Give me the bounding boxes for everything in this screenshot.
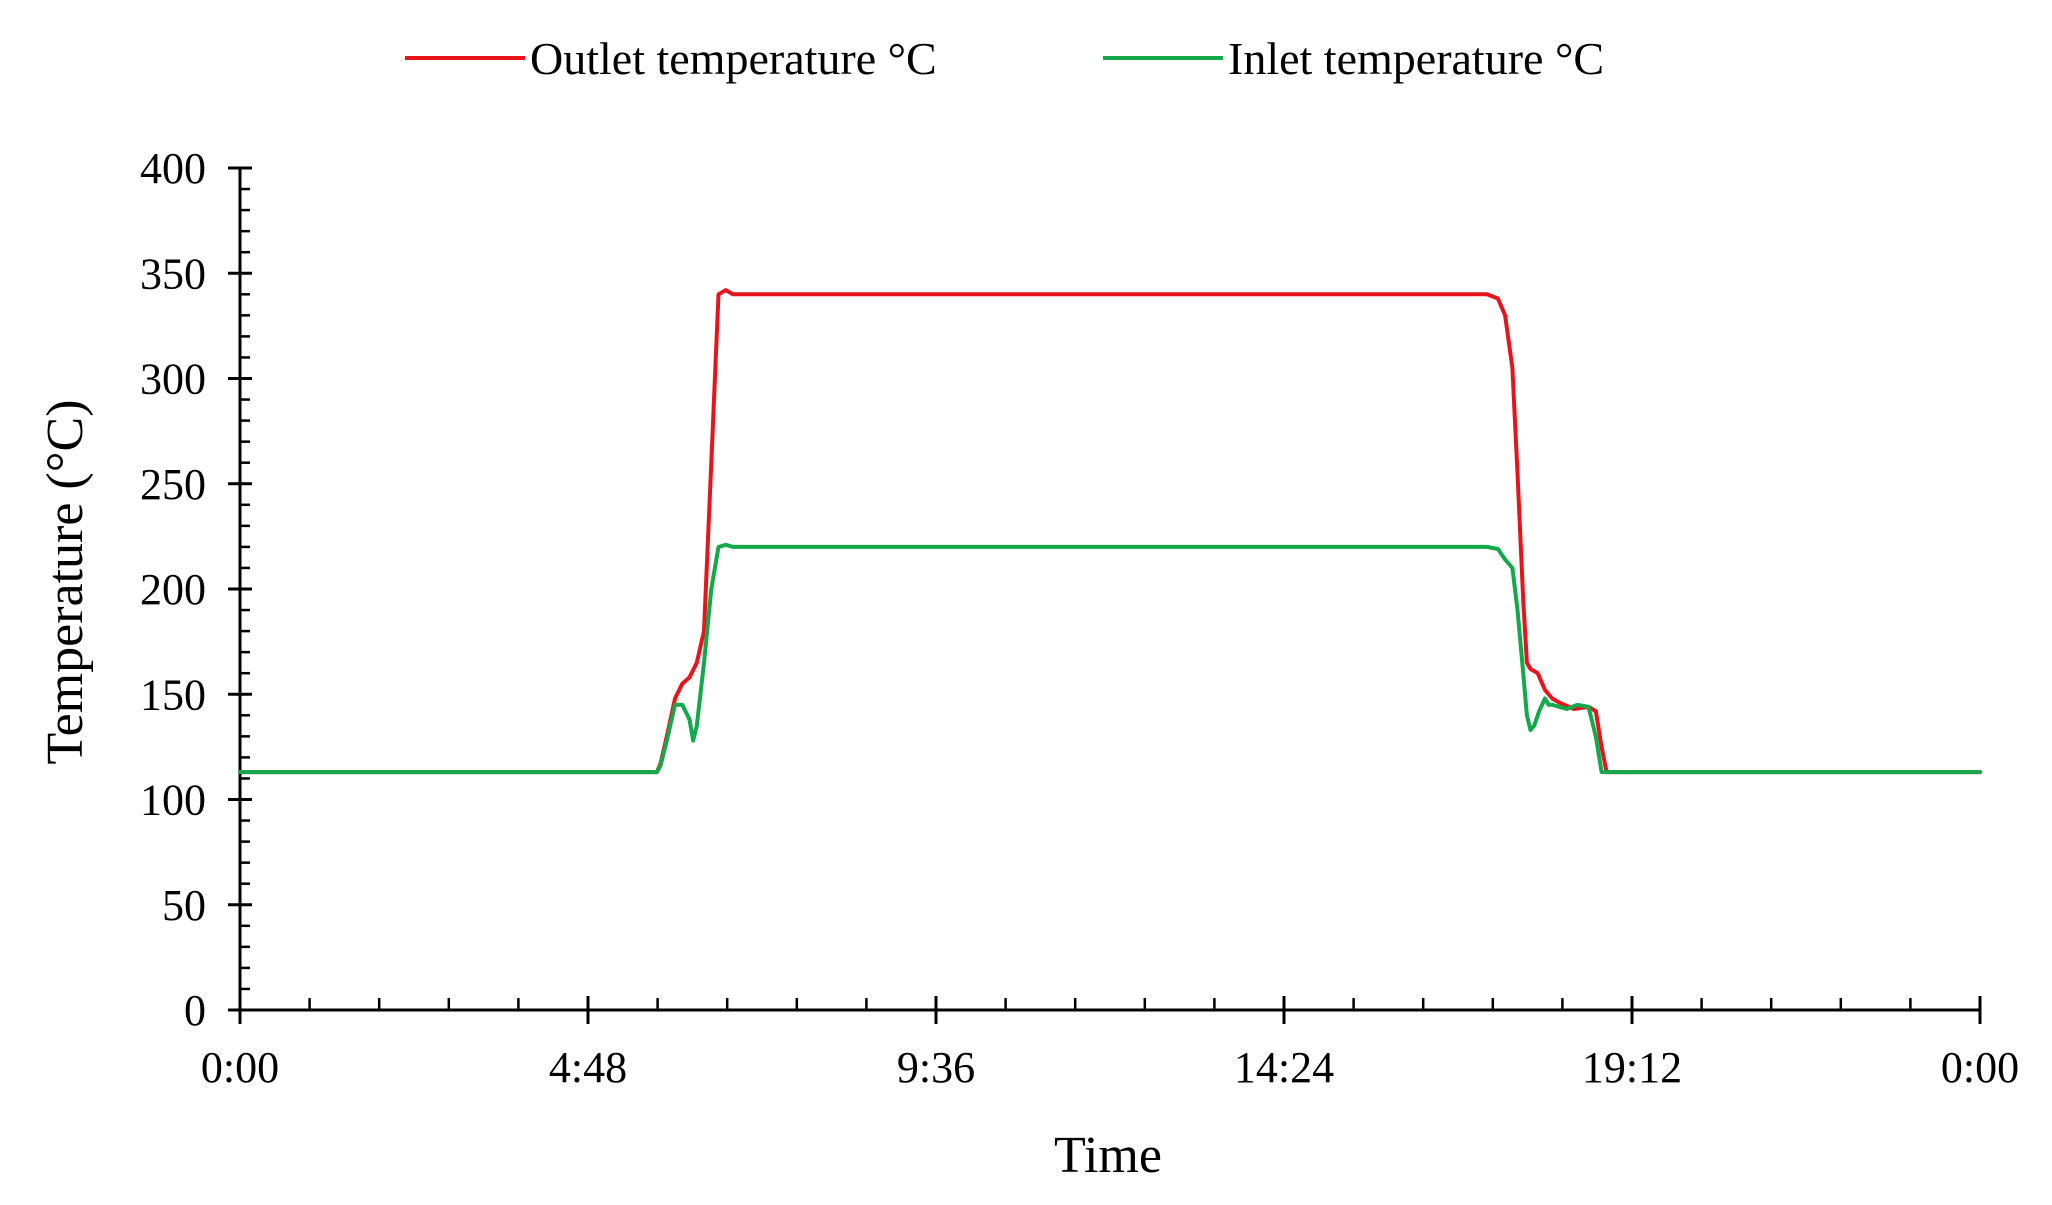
x-tick-label: 0:00	[1941, 1043, 2019, 1092]
legend-label-outlet: Outlet temperature °C	[530, 33, 937, 84]
legend-label-inlet: Inlet temperature °C	[1228, 33, 1604, 84]
plot-area: 0 50 100 150 200 250 300 350 400 0:00 4:48 9:36 14:…	[140, 144, 2019, 1092]
x-axis-title: Time	[1054, 1127, 1162, 1184]
series-line-inlet	[238, 542, 1982, 775]
y-tick-label: 350	[140, 249, 206, 298]
x-tick-label: 14:24	[1234, 1043, 1334, 1092]
y-tick-label: 100	[140, 776, 206, 825]
y-tick-label: 300	[140, 355, 206, 404]
series-layer	[238, 288, 1982, 775]
x-tick-label: 19:12	[1582, 1043, 1682, 1092]
y-tick-label: 150	[140, 670, 206, 719]
y-tick-label: 400	[140, 144, 206, 193]
y-tick-label: 50	[162, 881, 206, 930]
y-axis-title: Temperature (°C)	[37, 399, 94, 764]
x-tick-label: 0:00	[201, 1043, 279, 1092]
y-tick-label: 0	[184, 986, 206, 1035]
legend: Outlet temperature °C Inlet temperature °…	[405, 33, 1604, 84]
y-tick-label: 200	[140, 565, 206, 614]
x-tick-label: 4:48	[549, 1043, 627, 1092]
series-line-outlet	[238, 288, 1982, 775]
x-tick-label: 9:36	[897, 1043, 975, 1092]
x-axis: 0:00 4:48 9:36 14:24 19:12 0:00	[201, 996, 2019, 1092]
y-tick-label: 250	[140, 460, 206, 509]
y-axis: 0 50 100 150 200 250 300 350 400	[140, 144, 252, 1035]
